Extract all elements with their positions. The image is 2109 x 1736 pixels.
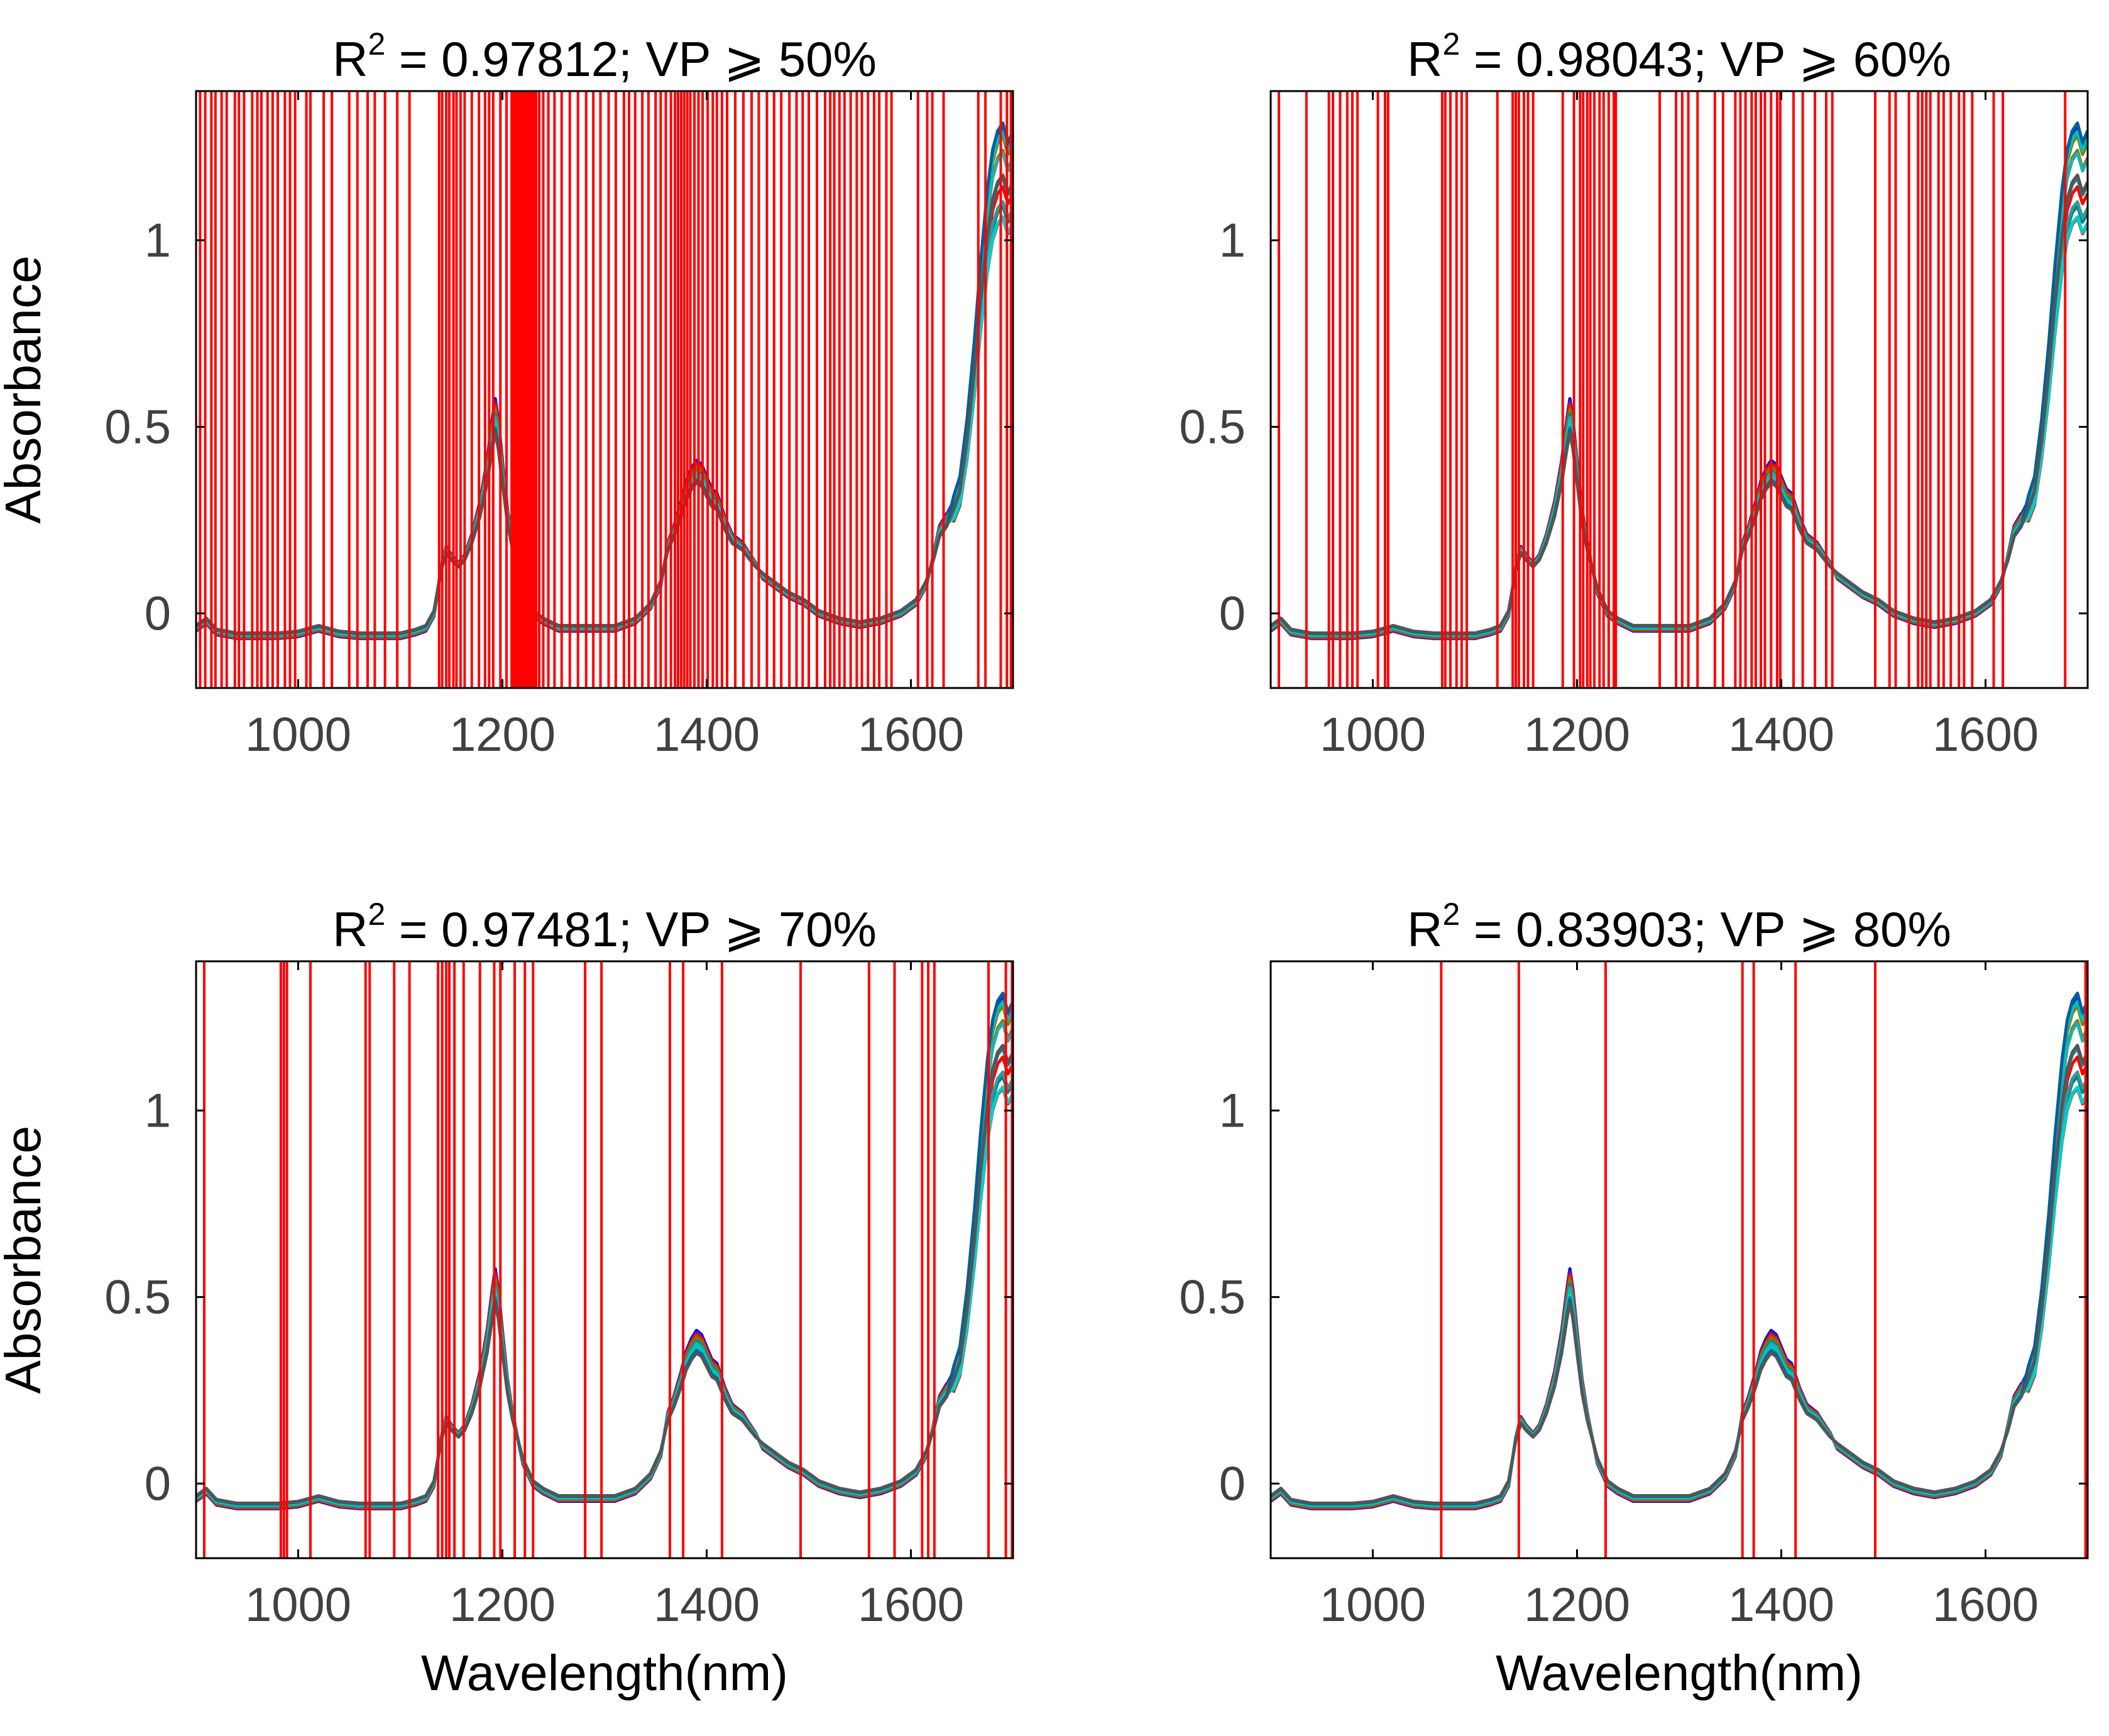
x-tick-label: 1000 <box>245 1578 351 1632</box>
selected-wavelength-markers <box>1278 91 2067 688</box>
y-tick-label: 1 <box>145 214 171 268</box>
x-tick-label: 1600 <box>858 1578 964 1632</box>
chart-title: R2 = 0.97812; VP ⩾ 50% <box>332 26 877 87</box>
y-tick-label: 0 <box>1219 1457 1246 1510</box>
x-tick-label: 1200 <box>449 708 556 762</box>
plot-content <box>1271 91 2088 688</box>
x-tick-label: 1000 <box>1320 1578 1426 1632</box>
y-tick-label: 0 <box>145 587 171 640</box>
selected-wavelength-markers <box>199 91 1012 688</box>
spectrum-line <box>1271 1044 2088 1505</box>
x-tick-label: 1200 <box>1524 708 1630 762</box>
y-tick-label: 0.5 <box>104 400 171 454</box>
y-tick-label: 0 <box>1219 587 1246 640</box>
axes-box <box>195 960 1014 1559</box>
x-tick-label: 1400 <box>1728 708 1834 762</box>
y-tick-label: 0 <box>145 1457 171 1510</box>
x-tick-label: 1400 <box>1728 1578 1834 1632</box>
chart-title: R2 = 0.98043; VP ⩾ 60% <box>1407 26 1951 87</box>
chart-title: R2 = 0.97481; VP ⩾ 70% <box>332 897 877 957</box>
x-axis-label: Wavelength(nm) <box>421 1645 788 1701</box>
y-axis-label: Absorbance <box>0 256 51 524</box>
y-tick-label: 0.5 <box>104 1270 171 1324</box>
x-tick-label: 1400 <box>654 1578 760 1632</box>
axes-box <box>1269 960 2089 1559</box>
plot-content <box>196 961 1013 1558</box>
x-tick-label: 1200 <box>449 1578 556 1632</box>
panel-bottom-right: 1000 1200 1400 1600 0 0.5 1 R2 = 0.83903; VP ⩾ … <box>1179 897 2089 1701</box>
plot-content <box>196 91 1013 688</box>
x-tick-label: 1600 <box>1932 1578 2039 1632</box>
y-tick-label: 1 <box>145 1084 171 1138</box>
plot-content <box>1271 961 2088 1558</box>
panel-top-right: 1000 1200 1400 1600 0 0.5 1 R2 = 0.98043; VP ⩾ … <box>1179 26 2089 762</box>
x-tick-label: 1000 <box>1320 708 1426 762</box>
selected-wavelength-markers <box>203 961 1013 1558</box>
y-axis-label: Absorbance <box>0 1126 51 1394</box>
panel-top-left: 1000 1200 1400 1600 0 0.5 1 R2 = 0.97812; VP ⩾ … <box>0 26 1014 762</box>
y-tick-label: 0.5 <box>1179 400 1246 454</box>
axes-box <box>1269 90 2089 689</box>
x-axis-label: Wavelength(nm) <box>1496 1645 1863 1701</box>
y-tick-label: 1 <box>1219 214 1246 268</box>
x-tick-label: 1600 <box>1932 708 2039 762</box>
y-tick-label: 0.5 <box>1179 1270 1246 1324</box>
x-tick-label: 1400 <box>654 708 760 762</box>
chart-title: R2 = 0.83903; VP ⩾ 80% <box>1407 897 1951 957</box>
x-tick-label: 1200 <box>1524 1578 1630 1632</box>
plot-area <box>196 961 1013 1558</box>
axes-box <box>195 90 1014 689</box>
y-tick-label: 1 <box>1219 1084 1246 1138</box>
x-tick-label: 1600 <box>858 708 964 762</box>
selected-wavelength-markers <box>1440 961 2087 1558</box>
spectra-group <box>1271 991 2088 1510</box>
x-tick-label: 1000 <box>245 708 351 762</box>
plot-area <box>1271 961 2088 1558</box>
panel-bottom-left: 1000 1200 1400 1600 0 0.5 1 R2 = 0.97481; VP ⩾ … <box>0 897 1014 1701</box>
